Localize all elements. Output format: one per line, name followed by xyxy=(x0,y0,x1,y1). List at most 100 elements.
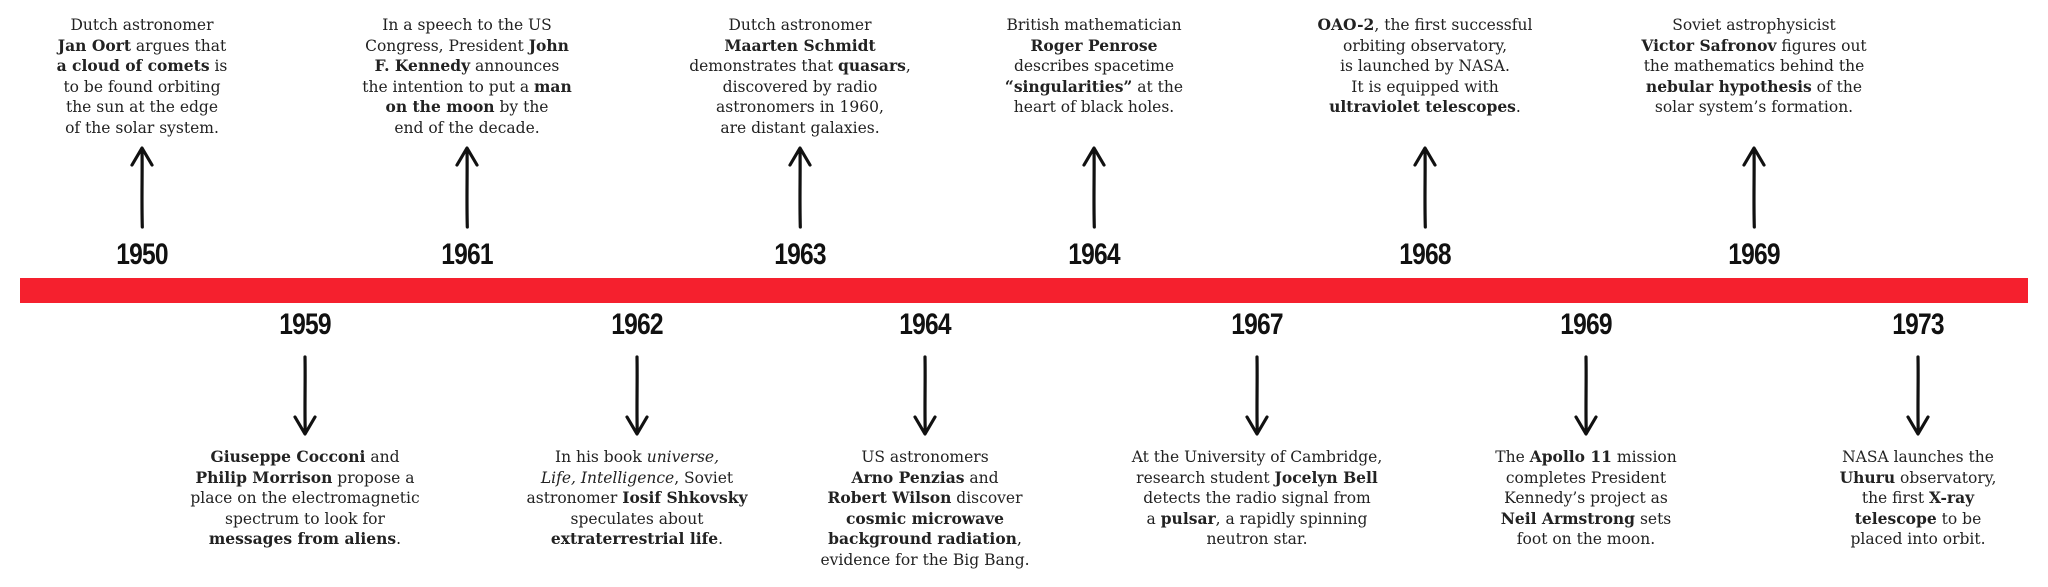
bold-text: Arno Penzias xyxy=(851,467,965,487)
text-segment: by the xyxy=(494,98,549,116)
arrow-up-icon xyxy=(1413,146,1437,229)
event-description: Dutch astronomer Jan Oort argues that a cl… xyxy=(0,15,287,138)
text-segment: Dutch astronomer xyxy=(728,16,872,34)
arrow-up-icon xyxy=(1742,146,1766,229)
bold-text: pulsar xyxy=(1160,508,1216,528)
text-segment: US astronomers xyxy=(861,448,989,466)
text-segment: the intention to put a xyxy=(362,77,535,96)
event-year: 1967 xyxy=(1231,308,1283,341)
bold-text: Uhuru xyxy=(1839,467,1896,487)
bold-text: OAO-2 xyxy=(1317,15,1375,34)
text-segment: British mathematician xyxy=(1006,16,1182,34)
text-segment: of the solar system. xyxy=(65,118,219,137)
text-segment: at the xyxy=(1132,77,1184,96)
arrow-up-icon xyxy=(1082,146,1106,229)
text-segment: figures out xyxy=(1776,36,1867,55)
event-description: OAO-2, the first successful orbiting obse… xyxy=(1280,15,1570,118)
event-year: 1969 xyxy=(1560,308,1612,341)
arrow-down-icon xyxy=(1245,355,1269,436)
event-year: 1950 xyxy=(116,238,168,271)
text-segment: , xyxy=(1016,530,1022,548)
event-description: The Apollo 11 mission completes President… xyxy=(1441,447,1731,550)
bold-text: a cloud of comets xyxy=(56,56,210,75)
event-year: 1962 xyxy=(611,308,663,341)
text-segment: It is equipped with xyxy=(1351,77,1499,96)
bold-text: F. Kennedy xyxy=(374,56,471,75)
event-year: 1964 xyxy=(1068,238,1120,271)
event-description: Giuseppe Cocconi and Philip Morrison prop… xyxy=(160,447,450,550)
text-segment: the sun at the edge xyxy=(65,98,219,116)
bold-text: Giuseppe Cocconi xyxy=(210,447,366,466)
text-segment: are distant galaxies. xyxy=(720,118,880,137)
text-segment: a xyxy=(1146,509,1161,528)
text-segment: foot on the moon. xyxy=(1516,530,1656,548)
bold-text: quasars xyxy=(838,56,906,75)
text-segment: neutron star. xyxy=(1206,530,1308,548)
text-segment: placed into orbit. xyxy=(1850,530,1986,548)
event-year: 1973 xyxy=(1892,308,1944,341)
timeline-bar xyxy=(20,278,2028,303)
text-segment: heart of black holes. xyxy=(1013,98,1175,116)
bold-text: John xyxy=(528,35,569,55)
text-segment: to be found orbiting xyxy=(63,77,221,96)
bold-text: cosmic microwave xyxy=(845,508,1005,528)
text-segment: At the University of Cambridge, xyxy=(1131,448,1383,466)
event-year: 1964 xyxy=(899,308,951,341)
text-segment: and xyxy=(964,468,999,487)
bold-text: messages from aliens xyxy=(208,529,397,548)
bold-text: man xyxy=(534,76,572,96)
italic-text: Life, Intelligence xyxy=(540,468,675,487)
text-segment: , xyxy=(905,57,911,75)
text-segment: . xyxy=(1515,98,1521,116)
bold-text: Iosif Shkovsky xyxy=(622,488,748,507)
text-segment: speculates about xyxy=(570,509,704,528)
text-segment: to be xyxy=(1936,509,1982,528)
event-description: Dutch astronomer Maarten Schmidt demonstra… xyxy=(655,15,945,138)
bold-text: Jocelyn Bell xyxy=(1274,467,1378,487)
text-segment: Congress, President xyxy=(365,36,529,55)
bold-text: extraterrestrial life xyxy=(550,529,719,548)
event-year: 1961 xyxy=(441,238,493,271)
text-segment: describes spacetime xyxy=(1013,57,1175,75)
bold-text: Apollo 11 xyxy=(1529,447,1612,466)
bold-text: ultraviolet telescopes xyxy=(1329,97,1516,116)
text-segment: discover xyxy=(951,489,1023,507)
text-segment: completes President xyxy=(1505,468,1667,487)
bold-text: “singularities” xyxy=(1004,76,1133,96)
arrow-down-icon xyxy=(625,355,649,436)
arrow-up-icon xyxy=(788,146,812,229)
event-description: Soviet astrophysicist Victor Safronov fig… xyxy=(1609,15,1899,118)
bold-text: background radiation xyxy=(828,529,1017,548)
bold-text: nebular hypothesis xyxy=(1645,76,1812,96)
event-description: At the University of Cambridge, research … xyxy=(1112,447,1402,550)
event-description: In a speech to the US Congress, President… xyxy=(322,15,612,138)
text-segment: NASA launches the xyxy=(1842,448,1994,466)
arrow-down-icon xyxy=(293,355,317,436)
text-segment: , a rapidly spinning xyxy=(1215,509,1368,528)
text-segment: is xyxy=(209,57,228,75)
event-description: In his book universe, Life, Intelligence,… xyxy=(492,447,782,550)
text-segment: . xyxy=(396,530,402,548)
text-segment: astronomer xyxy=(526,489,623,507)
bold-text: Neil Armstrong xyxy=(1500,508,1636,528)
italic-text: universe, xyxy=(646,448,720,466)
event-description: British mathematician Roger Penrose descri… xyxy=(949,15,1239,118)
bold-text: Robert Wilson xyxy=(827,488,952,507)
text-segment: The xyxy=(1495,448,1530,466)
arrow-down-icon xyxy=(1906,355,1930,436)
text-segment: propose a xyxy=(332,468,415,487)
event-year: 1968 xyxy=(1399,238,1451,271)
text-segment: Soviet astrophysicist xyxy=(1672,16,1836,34)
event-description: US astronomers Arno Penzias and Robert Wil… xyxy=(780,447,1070,570)
text-segment: In his book xyxy=(554,448,647,466)
text-segment: , the first successful xyxy=(1374,16,1533,34)
arrow-down-icon xyxy=(913,355,937,436)
bold-text: on the moon xyxy=(385,97,495,116)
event-description: NASA launches the Uhuru observatory, the f… xyxy=(1773,447,2048,550)
text-segment: observatory, xyxy=(1895,468,1997,487)
text-segment: detects the radio signal from xyxy=(1143,489,1371,507)
text-segment: Dutch astronomer xyxy=(70,16,214,34)
text-segment: sets xyxy=(1635,509,1672,528)
text-segment: evidence for the Big Bang. xyxy=(820,550,1030,569)
text-segment: In a speech to the US xyxy=(382,16,552,34)
